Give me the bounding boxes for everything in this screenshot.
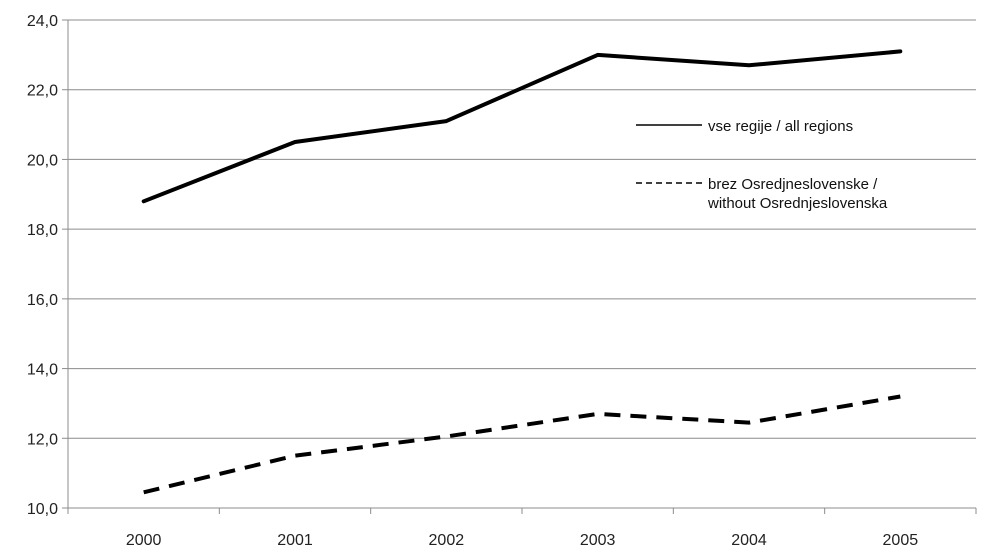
legend-label-without-osrednjeslovenska-line-1: brez Osredjneslovenske / <box>708 176 878 193</box>
y-tick-label: 14,0 <box>27 362 58 379</box>
y-tick-label: 18,0 <box>27 222 58 239</box>
legend-label-without-osrednjeslovenska-line-2: without Osrednjeslovenska <box>707 195 888 212</box>
y-tick-label: 12,0 <box>27 431 58 448</box>
y-tick-label: 22,0 <box>27 83 58 100</box>
x-tick-label: 2001 <box>277 532 313 549</box>
y-tick-label: 10,0 <box>27 501 58 518</box>
legend: vse regije / all regions brez Osredjnesl… <box>636 118 888 212</box>
series-line-all-regions <box>141 49 903 204</box>
x-tick-label: 2003 <box>580 532 616 549</box>
y-tick-label: 16,0 <box>27 292 58 309</box>
axes: 10,0 12,0 14,0 16,0 18,0 20,0 22,0 24,0 2000 2001… <box>27 13 977 549</box>
series-line-without-osrednjeslovenska <box>143 394 901 495</box>
x-tick-label: 2005 <box>883 532 919 549</box>
series-lines <box>141 49 903 495</box>
y-tick-label: 24,0 <box>27 13 58 30</box>
legend-label-all-regions: vse regije / all regions <box>708 118 853 135</box>
gridlines <box>68 19 976 439</box>
x-tick-label: 2000 <box>126 532 162 549</box>
x-tick-label: 2004 <box>731 532 767 549</box>
y-tick-label: 20,0 <box>27 152 58 169</box>
x-tick-label: 2002 <box>429 532 465 549</box>
